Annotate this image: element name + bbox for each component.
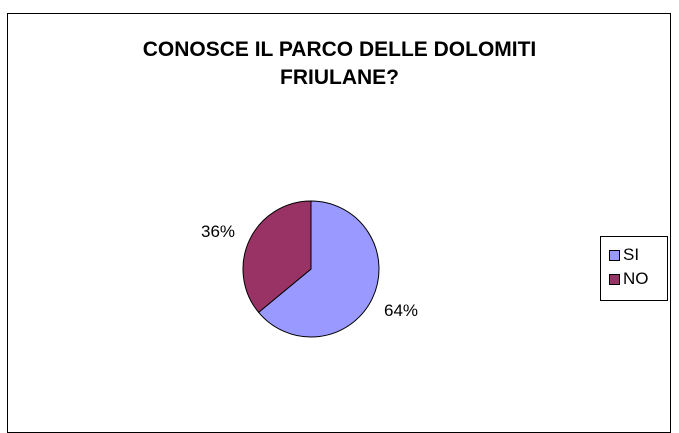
- legend-label-no: NO: [623, 269, 649, 288]
- legend-swatch-si: [609, 249, 620, 261]
- pie-slice-si: [257, 200, 380, 338]
- legend-item-si: SI: [609, 243, 667, 267]
- chart-title-line-1: CONOSCE IL PARCO DELLE DOLOMITI: [142, 38, 537, 61]
- legend: SI NO: [600, 236, 668, 301]
- pie-chart: 64% 36%: [201, 200, 418, 338]
- chart-title-line-2: FRIULANE?: [280, 66, 399, 89]
- chart-title: CONOSCE IL PARCO DELLE DOLOMITI FRIULANE…: [0, 36, 679, 92]
- legend-item-no: NO: [609, 267, 667, 291]
- data-label-no: 36%: [201, 222, 235, 241]
- data-label-si: 64%: [384, 301, 418, 320]
- legend-label-si: SI: [623, 245, 640, 264]
- legend-swatch-no: [609, 273, 620, 285]
- pie-slice-no: [242, 200, 312, 314]
